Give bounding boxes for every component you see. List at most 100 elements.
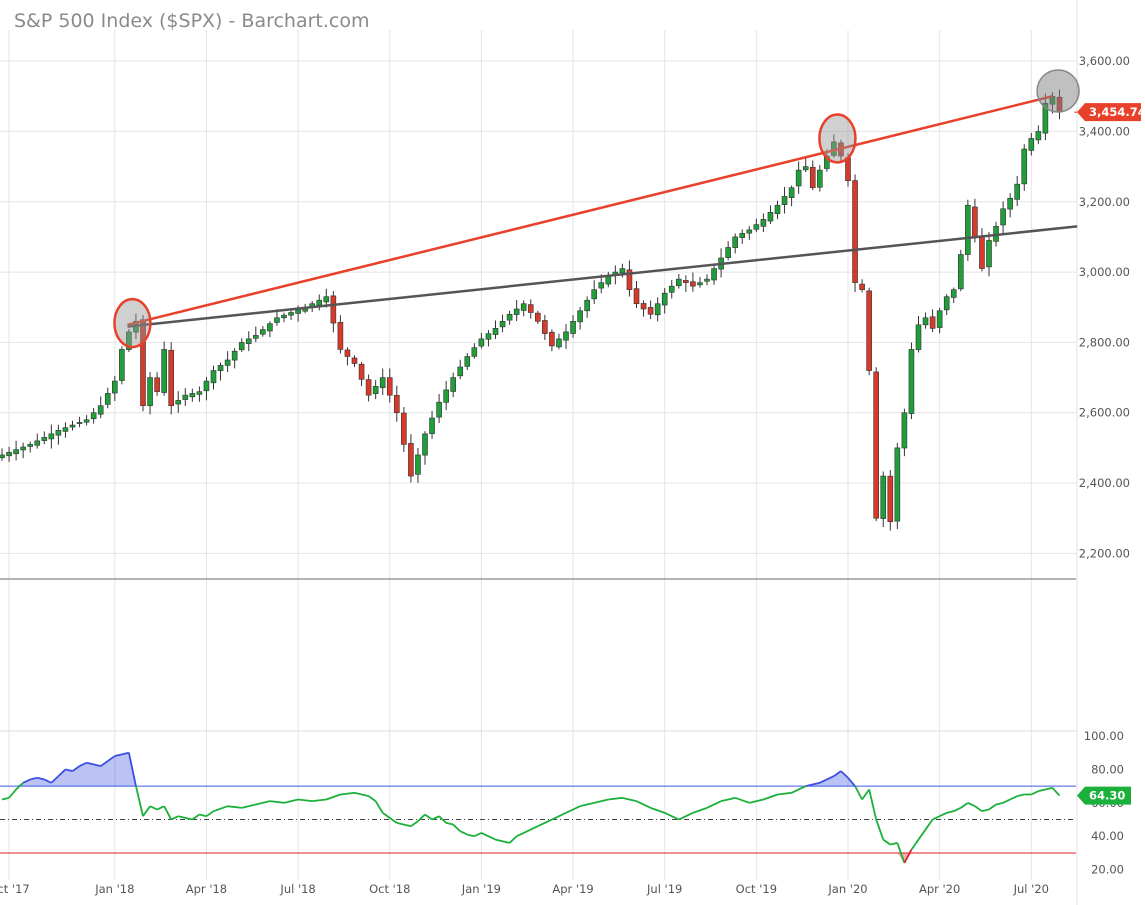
candle-body <box>1021 148 1028 185</box>
candle-body <box>168 349 174 406</box>
rsi-line-segment <box>135 785 144 817</box>
rsi-line-segment <box>424 813 433 821</box>
rsi-line-segment <box>431 815 440 821</box>
candle-body <box>647 307 654 315</box>
rsi-line-segment <box>368 795 377 802</box>
rsi-line-segment <box>1045 786 1053 791</box>
candle-body <box>217 364 224 372</box>
candle-body <box>880 475 887 519</box>
candle-body <box>238 342 245 351</box>
candle-body <box>41 437 48 441</box>
candle-body <box>887 475 894 523</box>
candle-body <box>485 333 492 340</box>
rsi-line-segment <box>882 838 891 846</box>
candle-body <box>556 338 562 348</box>
candle-body <box>62 427 69 432</box>
candle-body <box>767 212 774 222</box>
price-tick-label: 2,800.00 <box>1079 335 1130 349</box>
rsi-line-segment <box>495 838 510 844</box>
candle-body <box>1035 131 1042 141</box>
highlight-circle <box>1036 69 1080 113</box>
rsi-value-badge <box>1077 786 1131 805</box>
candle-body <box>330 295 337 324</box>
rsi-line-segment <box>608 796 623 801</box>
candle-body <box>725 247 731 258</box>
candle-body <box>147 377 153 407</box>
candle-body <box>295 309 301 314</box>
candle-body <box>506 313 513 321</box>
rsi-line-segment <box>374 800 384 814</box>
candle-body <box>83 419 90 423</box>
rsi-line-segment <box>995 801 1004 806</box>
candle-body <box>6 451 12 457</box>
candle-body <box>802 166 809 171</box>
candle-body <box>189 393 196 398</box>
rsi-line-segment <box>93 763 101 767</box>
rsi-line-segment <box>57 768 67 777</box>
rsi-line-segment <box>79 761 87 767</box>
rsi-line-segment <box>960 802 969 809</box>
candle-body <box>901 412 908 449</box>
candle-body <box>0 454 5 459</box>
candle-body <box>1000 208 1006 226</box>
rsi-line-segment <box>297 798 313 803</box>
candle-body <box>154 377 160 392</box>
x-tick-label: Apr '20 <box>919 882 960 896</box>
rsi-line-segment <box>565 805 581 814</box>
candle-body <box>943 296 950 311</box>
rsi-line-segment <box>325 793 341 801</box>
candle-body <box>534 312 541 322</box>
rsi-line-segment <box>8 788 17 799</box>
x-tick-label: Apr '18 <box>186 882 227 896</box>
rsi-line-segment <box>777 791 792 796</box>
candle-body <box>450 377 457 392</box>
rsi-line-segment <box>1 796 10 801</box>
candle-body <box>126 331 132 350</box>
rsi-pane[interactable] <box>0 751 1076 864</box>
rsi-line-segment <box>939 812 948 818</box>
candle-body <box>760 219 767 227</box>
rsi-line-segment <box>833 770 842 777</box>
rsi-line-segment <box>481 832 496 841</box>
x-tick-label: Oct '18 <box>369 882 410 896</box>
rsi-line-segment <box>65 768 73 772</box>
rsi-line-segment <box>868 789 878 820</box>
candle-body <box>711 268 717 281</box>
candle-body <box>365 379 372 396</box>
rsi-line-segment <box>1030 790 1039 796</box>
candle-body <box>457 366 464 377</box>
candle-body <box>577 310 583 323</box>
candle-body <box>112 380 118 394</box>
candle-body <box>288 312 294 316</box>
candle-body <box>464 356 471 367</box>
rsi-line-segment <box>537 818 553 828</box>
candle-body <box>429 417 435 434</box>
highlight-circle <box>818 113 857 164</box>
candle-body <box>661 292 668 306</box>
candle-body <box>591 289 598 300</box>
rsi-line-segment <box>819 775 835 784</box>
price-tick-label: 2,200.00 <box>1079 546 1130 560</box>
rsi-line-segment <box>205 810 215 817</box>
rsi-line-segment <box>523 825 539 834</box>
price-tick-label: 3,000.00 <box>1079 265 1130 279</box>
candle-body <box>161 349 167 393</box>
chart-title: S&P 500 Index ($SPX) - Barchart.com <box>14 10 370 32</box>
rsi-line-segment <box>15 782 24 791</box>
candle-body <box>358 363 365 380</box>
candle-body <box>640 303 647 310</box>
rsi-line-segment <box>459 830 468 836</box>
grid <box>0 0 1078 905</box>
rsi-line-segment <box>255 800 271 806</box>
rsi-line-segment <box>875 819 885 840</box>
rsi-line-segment <box>720 796 736 803</box>
rsi-line-segment <box>1016 793 1025 798</box>
rsi-line-segment <box>508 835 518 844</box>
rsi-line-segment <box>861 788 870 801</box>
rsi-line-segment <box>445 821 454 826</box>
candle-body <box>626 269 633 290</box>
price-pane[interactable] <box>0 69 1080 531</box>
candle-body <box>34 440 41 446</box>
candle-body <box>203 380 210 392</box>
